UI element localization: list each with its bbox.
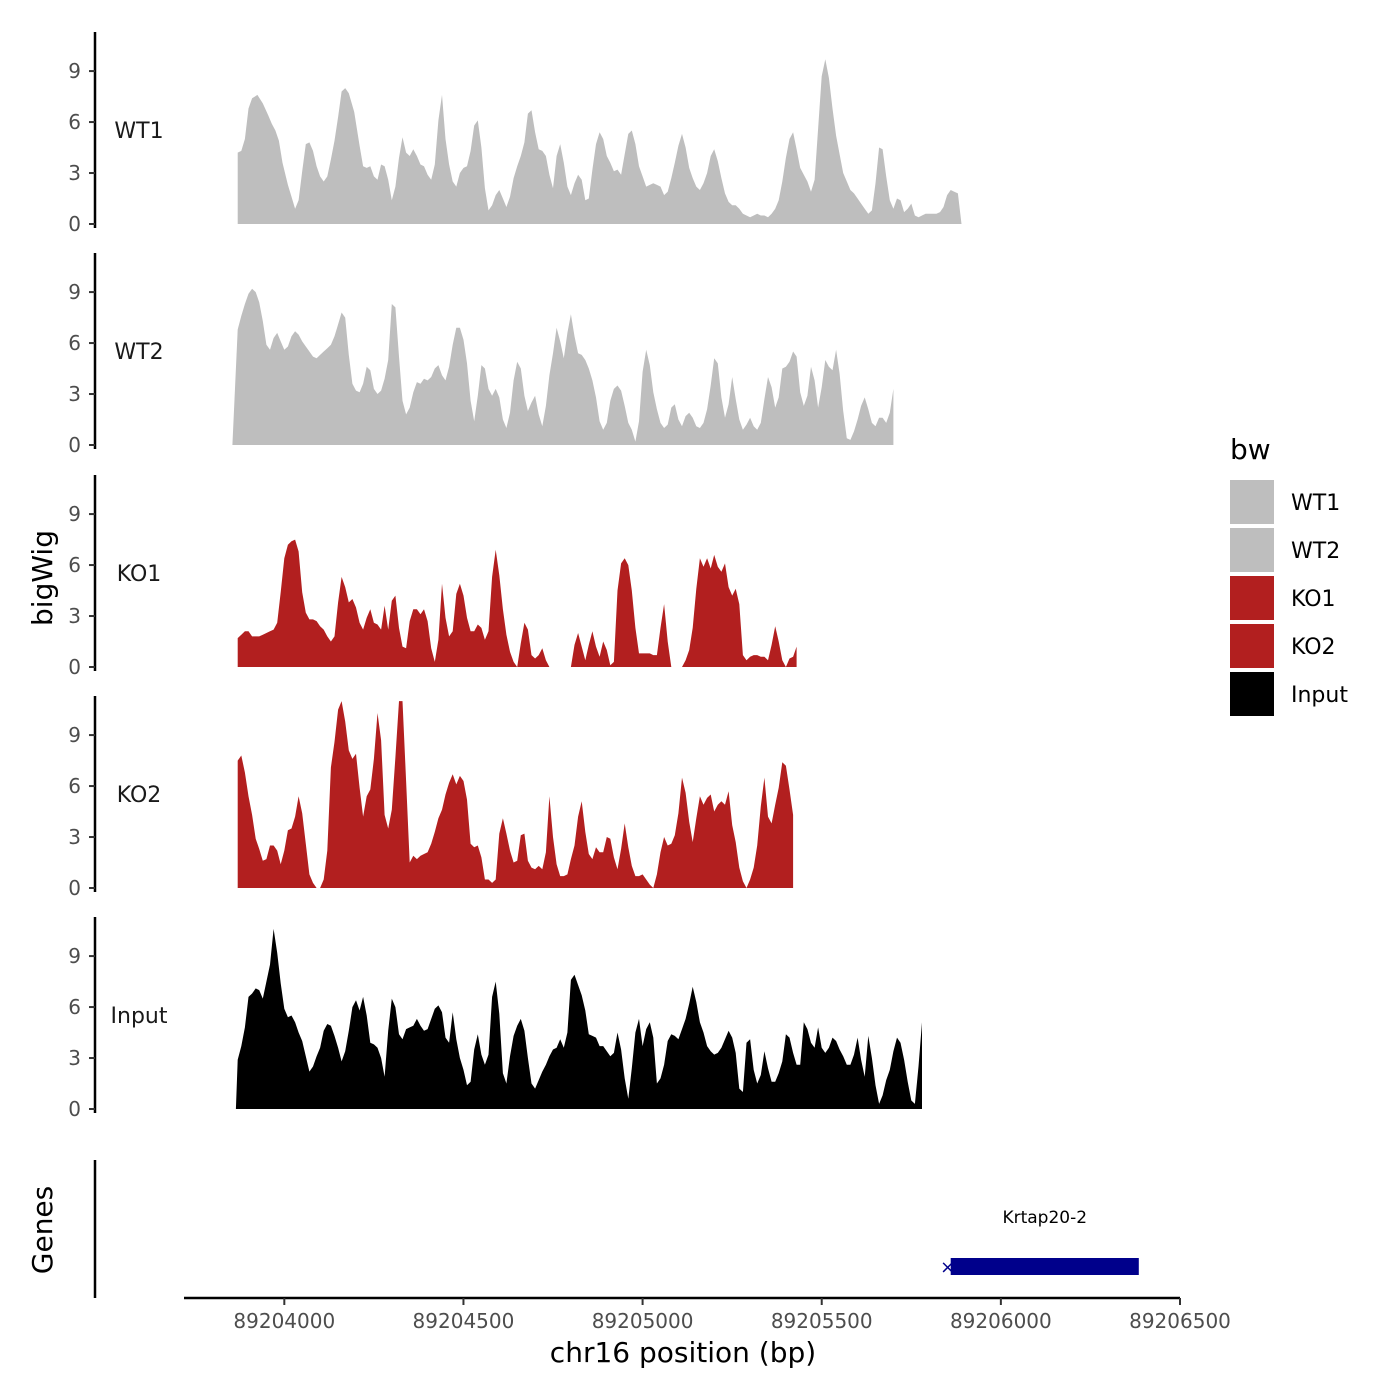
track-label-wt2: WT2 [114, 340, 163, 365]
y-tick-label-wt1-9: 9 [68, 59, 81, 83]
y-tick-label-wt2-9: 9 [68, 280, 81, 304]
y-tick-label-ko2-6: 6 [68, 774, 81, 798]
x-tick-label-89206500: 89206500 [1129, 1309, 1231, 1333]
legend-key-input [1230, 672, 1274, 716]
y-axis-title: bigWig [26, 530, 59, 626]
y-tick-label-ko1-9: 9 [68, 502, 81, 526]
y-tick-label-input-0: 0 [68, 1097, 81, 1121]
x-tick-label-89204000: 89204000 [233, 1309, 335, 1333]
track-input: 0 3 6 9 Input [68, 917, 922, 1121]
y-tick-label-wt2-6: 6 [68, 331, 81, 355]
coverage-area-wt2 [232, 288, 894, 445]
track-label-wt1: WT1 [114, 119, 163, 144]
y-tick-label-ko1-3: 3 [68, 604, 81, 628]
legend-key-ko2 [1230, 624, 1274, 668]
y-tick-label-ko1-6: 6 [68, 553, 81, 577]
y-tick-label-wt2-3: 3 [68, 382, 81, 406]
x-tick-label-89205500: 89205500 [771, 1309, 873, 1333]
y-tick-label-ko2-9: 9 [68, 723, 81, 747]
gene-strand-marker: × [940, 1257, 955, 1278]
coverage-area-ko2 [237, 701, 794, 888]
track-ko2: 0 3 6 9 KO2 [68, 696, 794, 900]
y-tick-label-wt1-6: 6 [68, 110, 81, 134]
x-axis: 89204000 89204500 89205000 89205500 89206000… [184, 1296, 1231, 1333]
y-tick-label-input-6: 6 [68, 995, 81, 1019]
y-tick-label-wt1-3: 3 [68, 161, 81, 185]
track-label-ko2: KO2 [117, 783, 162, 808]
legend-label-input: Input [1291, 683, 1348, 708]
legend-key-ko1 [1230, 576, 1274, 620]
coverage-area-ko1 [237, 539, 797, 667]
coverage-area-input [235, 928, 922, 1109]
legend-key-wt2 [1230, 528, 1274, 572]
y-tick-label-wt1-0: 0 [68, 212, 81, 236]
gene-panel: × Krtap20-2 [93, 1160, 1139, 1298]
x-tick-label-89204500: 89204500 [413, 1309, 515, 1333]
x-axis-title: chr16 position (bp) [550, 1336, 816, 1369]
track-wt2: 0 3 6 9 WT2 [68, 253, 894, 457]
y-tick-label-wt2-0: 0 [68, 433, 81, 457]
y-tick-label-input-9: 9 [68, 944, 81, 968]
track-label-ko1: KO1 [117, 562, 162, 587]
coverage-area-wt1 [237, 59, 962, 225]
coverage-tracks: 0 3 6 9 WT1 0 3 6 9 WT2 0 3 6 9 KO1 0 3 6 9 KO2 0 3 6 9 Input [68, 32, 962, 1121]
legend-label-wt1: WT1 [1291, 491, 1340, 516]
legend-title: bw [1230, 433, 1271, 466]
gene-label-krtap20-2: Krtap20-2 [1002, 1208, 1087, 1228]
y-tick-label-ko2-3: 3 [68, 825, 81, 849]
x-tick-label-89205000: 89205000 [592, 1309, 694, 1333]
legend: bw WT1 WT2 KO1 KO2 Input [1230, 433, 1348, 716]
y-tick-label-ko2-0: 0 [68, 876, 81, 900]
y-tick-label-input-3: 3 [68, 1046, 81, 1070]
track-ko1: 0 3 6 9 KO1 [68, 475, 797, 679]
gene-body-krtap20-2 [950, 1258, 1139, 1275]
legend-label-wt2: WT2 [1291, 539, 1340, 564]
track-label-input: Input [111, 1004, 168, 1029]
gene-panel-title: Genes [26, 1186, 59, 1274]
x-tick-label-89206000: 89206000 [950, 1309, 1052, 1333]
y-tick-label-ko1-0: 0 [68, 655, 81, 679]
legend-label-ko2: KO2 [1291, 635, 1336, 660]
legend-key-wt1 [1230, 480, 1274, 524]
legend-label-ko1: KO1 [1291, 587, 1336, 612]
track-wt1: 0 3 6 9 WT1 [68, 32, 962, 236]
